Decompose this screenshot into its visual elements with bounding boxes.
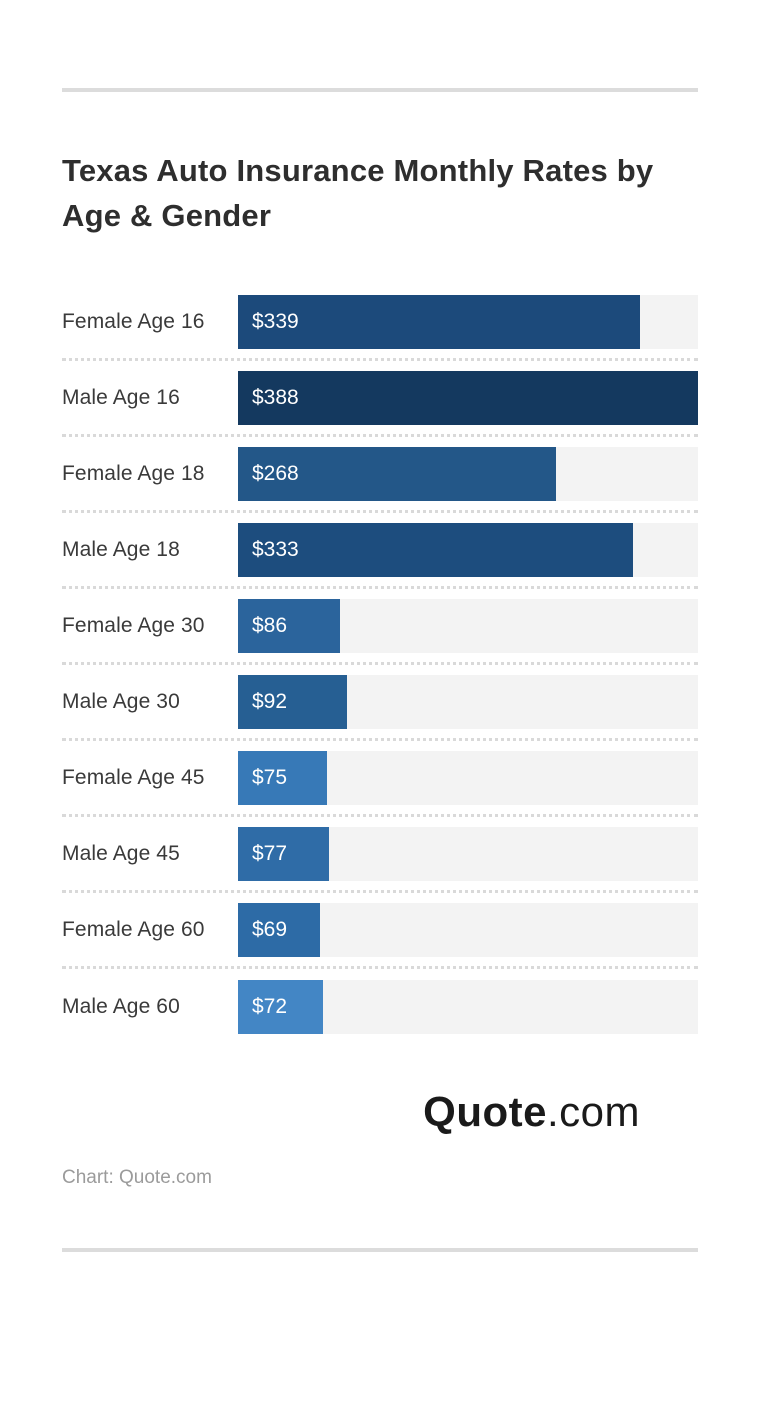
bar-fill: $339 [238, 294, 640, 349]
quote-com-logo: Quote.com [62, 1087, 698, 1137]
bar-fill: $268 [238, 446, 556, 501]
bar-fill: $388 [238, 370, 698, 425]
bar-label: Male Age 60 [62, 995, 180, 1018]
bar-value: $339 [252, 309, 299, 333]
bar-label: Male Age 18 [62, 537, 180, 561]
bar-row: Female Age 16 $339 [62, 285, 698, 361]
bar-track: $268 [238, 446, 698, 501]
bar-label: Male Age 16 [62, 385, 180, 409]
bar-label: Female Age 18 [62, 461, 205, 485]
bar-value: $388 [252, 385, 299, 409]
bar-label: Male Age 45 [62, 841, 180, 865]
chart-title: Texas Auto Insurance Monthly Rates by Ag… [62, 148, 698, 238]
bar-track: $75 [238, 750, 698, 805]
bar-track: $69 [238, 902, 698, 957]
bar-value: $77 [252, 841, 288, 865]
chart-title-line2: Age & Gender [62, 198, 272, 233]
bar-row: Male Age 18 $333 [62, 513, 698, 589]
bar-row: Male Age 45 $77 [62, 817, 698, 893]
bar-chart: Female Age 16 $339 Male Age 16 $388 Fema… [62, 285, 698, 1045]
bar-track: $77 [238, 826, 698, 881]
bar-fill: $69 [238, 902, 320, 957]
logo-wordmark: Quote [423, 1088, 547, 1135]
bar-value: $333 [252, 537, 299, 561]
bar-track: $72 [238, 980, 698, 1034]
bar-label: Male Age 30 [62, 689, 180, 713]
bar-track: $86 [238, 598, 698, 653]
bar-row: Female Age 60 $69 [62, 893, 698, 969]
bar-label: Female Age 16 [62, 309, 205, 333]
bar-fill: $72 [238, 980, 324, 1034]
bar-fill: $75 [238, 750, 327, 805]
bar-value: $72 [252, 995, 288, 1018]
bar-row: Male Age 30 $92 [62, 665, 698, 741]
bar-track: $92 [238, 674, 698, 729]
top-divider [62, 88, 698, 92]
page: Texas Auto Insurance Monthly Rates by Ag… [0, 88, 760, 1420]
bar-fill: $77 [238, 826, 330, 881]
logo-domain-suffix: .com [546, 1088, 640, 1135]
bar-row: Female Age 18 $268 [62, 437, 698, 513]
bar-value: $86 [252, 613, 288, 637]
chart-title-line1: Texas Auto Insurance Monthly Rates by [62, 153, 654, 188]
bar-row: Male Age 16 $388 [62, 361, 698, 437]
bar-label: Female Age 60 [62, 917, 205, 941]
bar-track: $388 [238, 370, 698, 425]
bar-value: $92 [252, 689, 288, 713]
bar-row: Male Age 60 $72 [62, 969, 698, 1045]
bar-label: Female Age 30 [62, 613, 205, 637]
bar-row: Female Age 45 $75 [62, 741, 698, 817]
chart-attribution: Chart: Quote.com [62, 1167, 212, 1188]
bar-value: $69 [252, 917, 288, 941]
bar-track: $339 [238, 294, 698, 349]
bar-fill: $92 [238, 674, 348, 729]
bottom-divider [62, 1248, 698, 1252]
bar-fill: $333 [238, 522, 633, 577]
bar-label: Female Age 45 [62, 765, 205, 789]
bar-fill: $86 [238, 598, 340, 653]
bar-row: Female Age 30 $86 [62, 589, 698, 665]
bar-track: $333 [238, 522, 698, 577]
bar-value: $75 [252, 765, 288, 789]
bar-value: $268 [252, 461, 299, 485]
